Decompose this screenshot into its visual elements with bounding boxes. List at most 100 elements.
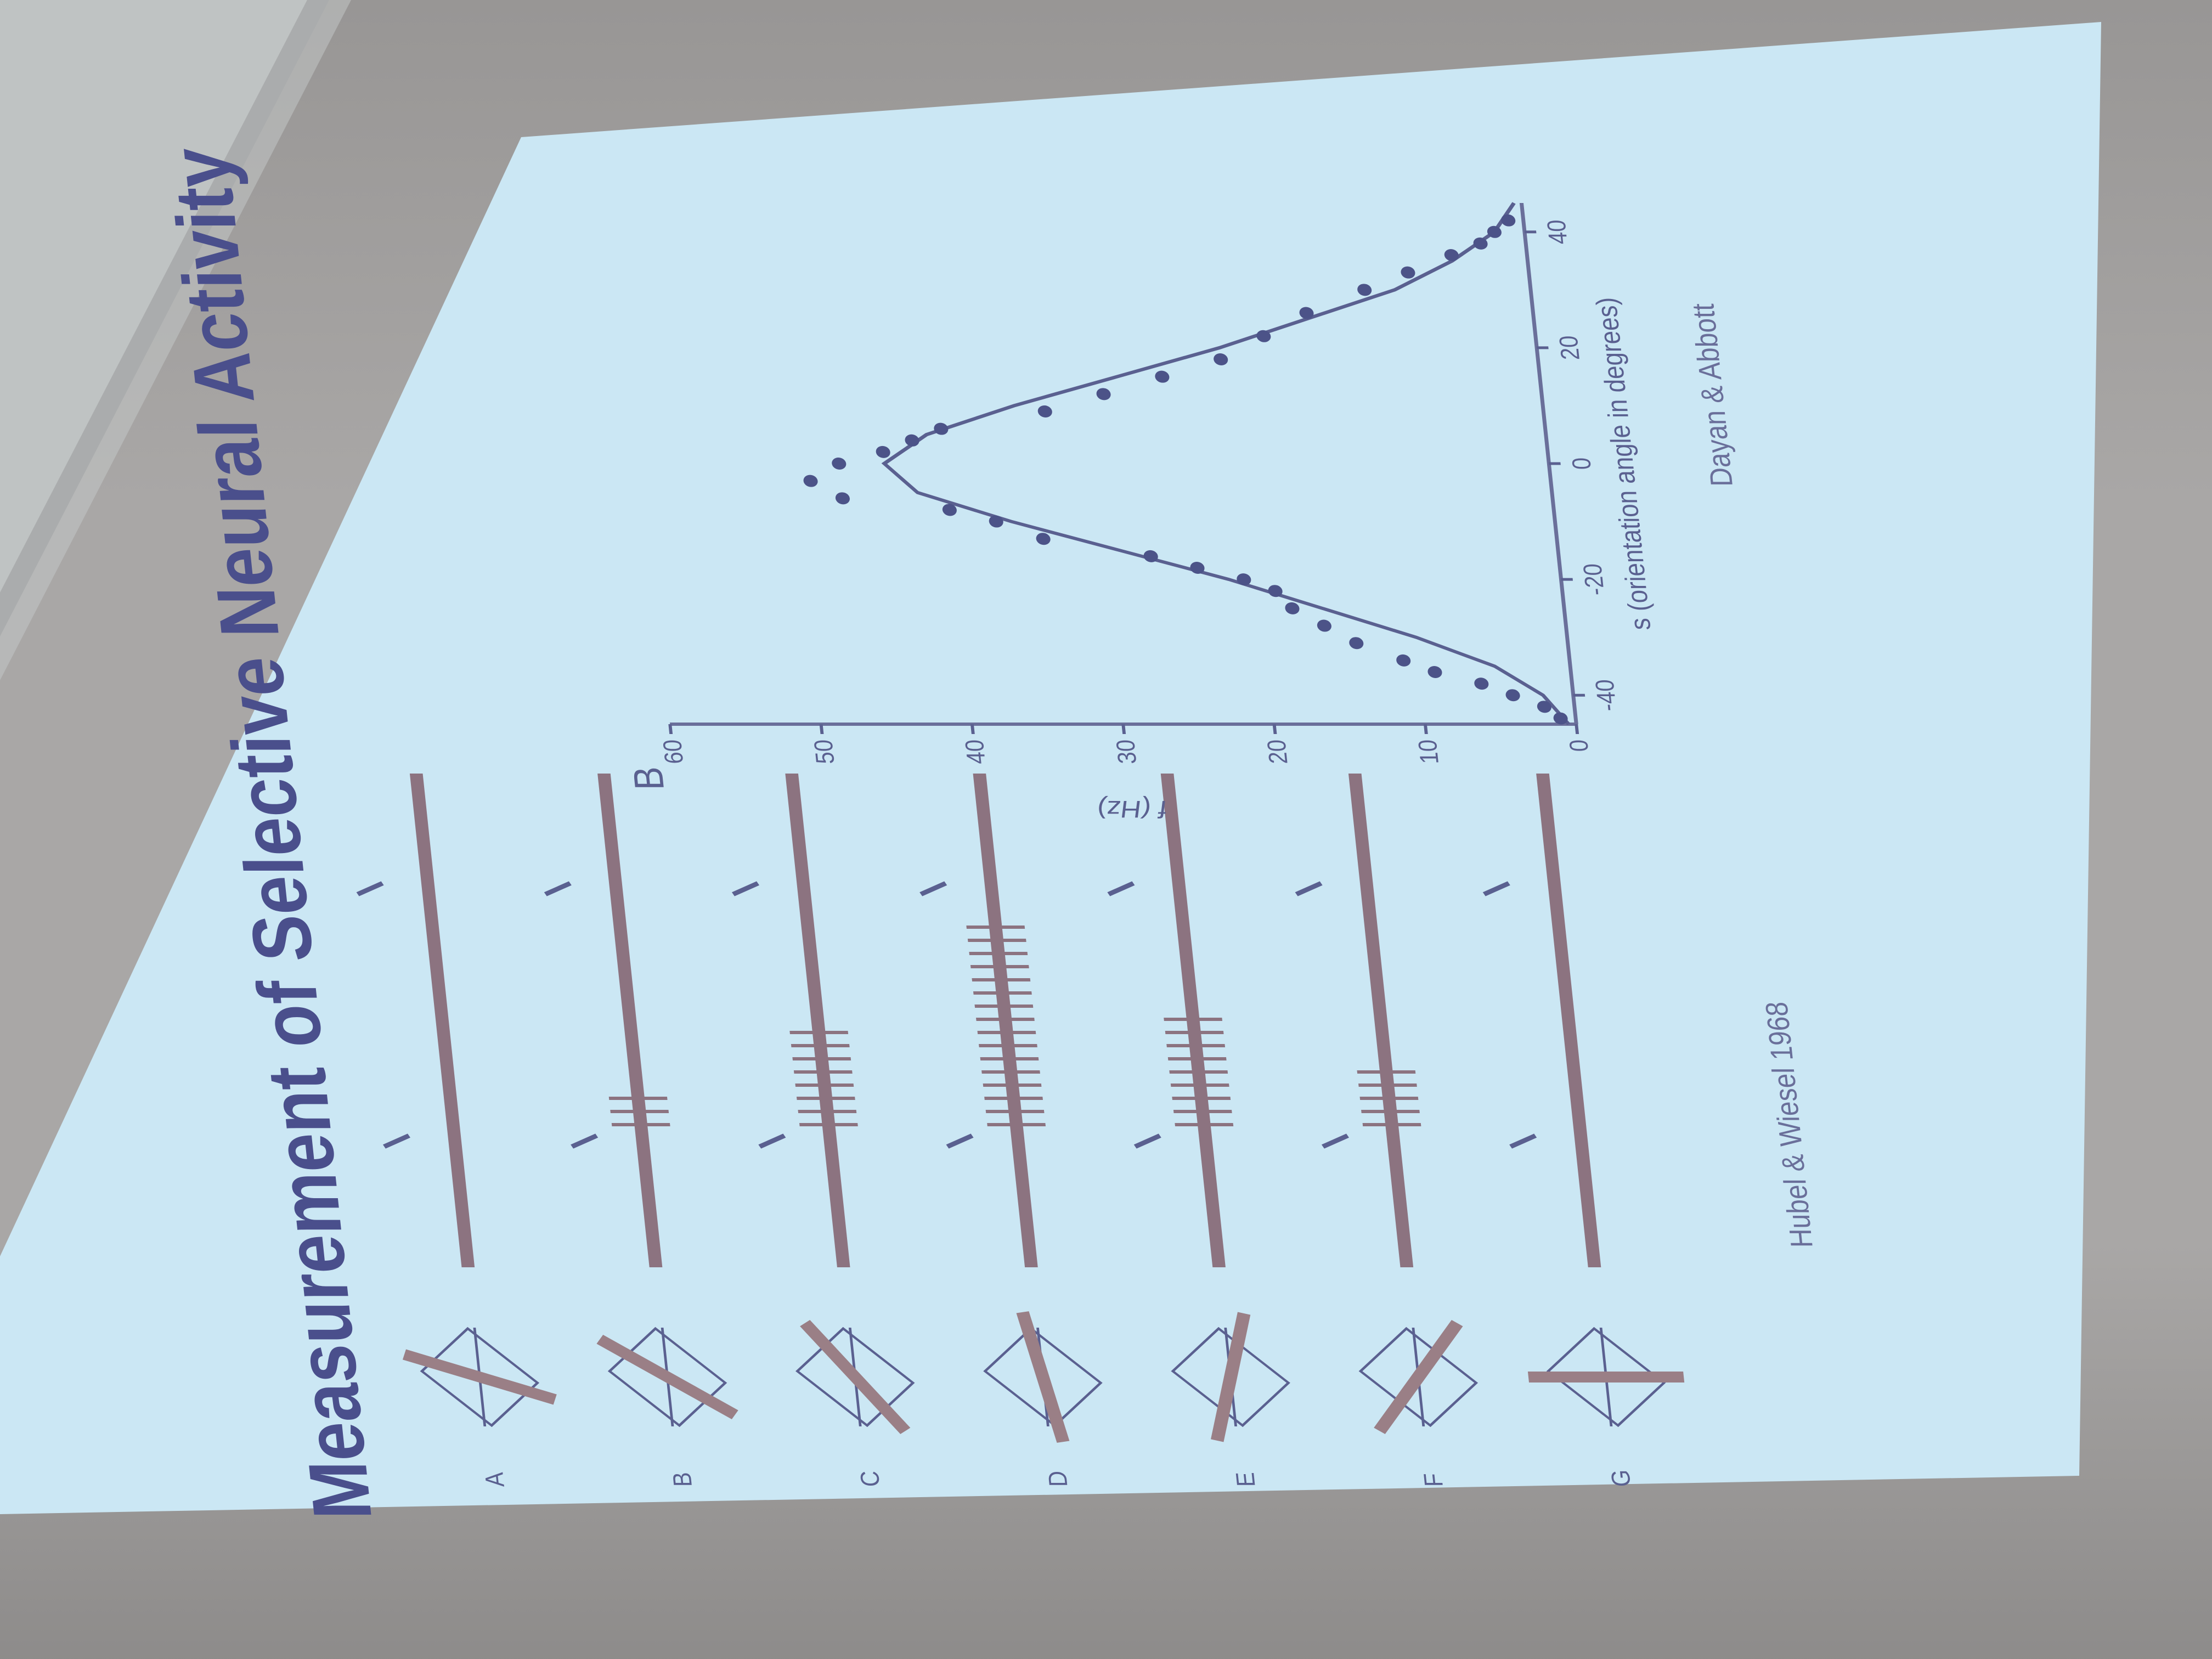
spike-train-baseline — [1536, 774, 1601, 1267]
stimulus-off-marker — [544, 881, 572, 896]
receptive-field-icon — [1358, 1319, 1479, 1435]
spike-train-baseline — [785, 774, 850, 1267]
stimulus-off-marker — [1107, 881, 1135, 896]
stimulus-on-marker — [1133, 1133, 1161, 1149]
data-points — [803, 214, 1568, 725]
data-point — [1036, 533, 1051, 545]
data-point — [803, 475, 818, 487]
stimulus-on-marker — [571, 1133, 599, 1149]
stimulus-off-marker — [1295, 881, 1323, 896]
row-label: G — [1606, 1470, 1637, 1487]
light-bar-stimulus — [402, 1349, 557, 1405]
slide-content: Measurement of Selective Neural Activity… — [117, 148, 1912, 1520]
data-point — [1285, 602, 1300, 614]
y-tick — [668, 724, 673, 734]
receptive-field-icon — [1527, 1327, 1685, 1427]
row-label: D — [1043, 1471, 1074, 1487]
y-tick-label: 50 — [809, 740, 840, 764]
y-tick — [1575, 724, 1579, 734]
stimulus-off-marker — [731, 881, 760, 896]
stimulus-row: A — [356, 774, 557, 1487]
data-point — [1427, 666, 1442, 678]
x-tick-label: 20 — [1554, 336, 1585, 360]
data-point — [1349, 637, 1364, 650]
panel-b-label: B — [624, 766, 673, 790]
data-point — [1317, 619, 1331, 632]
data-point — [832, 458, 847, 470]
data-point — [1096, 388, 1111, 400]
data-point — [1474, 678, 1489, 690]
field-outline — [983, 1327, 1103, 1427]
spike-train-baseline — [409, 774, 475, 1267]
data-point — [934, 422, 949, 435]
receptive-field-icon — [795, 1319, 915, 1435]
row-label: E — [1231, 1472, 1261, 1487]
x-tick-label: 40 — [1542, 220, 1573, 244]
data-point — [1537, 701, 1551, 713]
stimulus-row: F — [1295, 774, 1479, 1487]
light-bar-stimulus — [1211, 1312, 1251, 1442]
field-outline — [420, 1327, 540, 1427]
receptive-field-icon — [983, 1311, 1103, 1443]
row-label: F — [1418, 1474, 1448, 1487]
x-tick-label: 0 — [1567, 458, 1597, 470]
data-point — [942, 504, 957, 516]
data-point — [989, 515, 1003, 528]
stimulus-row: G — [1482, 774, 1685, 1487]
y-tick — [1121, 724, 1126, 734]
x-ticks: -40 -20 0 20 40 — [1524, 220, 1622, 711]
y-ticks: 0 10 20 30 40 50 60 — [658, 724, 1594, 764]
stimulus-row: C — [731, 774, 915, 1487]
data-point — [1143, 550, 1158, 562]
stimulus-off-marker — [1482, 881, 1510, 896]
receptive-field-icon — [1171, 1312, 1290, 1442]
slide-canvas: Measurement of Selective Neural Activity… — [153, 149, 1820, 1520]
y-tick — [1272, 724, 1277, 734]
light-bar-stimulus — [1016, 1311, 1070, 1443]
spike-train-baseline — [1348, 774, 1414, 1267]
y-tick-label: 10 — [1413, 740, 1444, 764]
data-point — [1473, 237, 1488, 250]
receptive-field-icon — [402, 1327, 557, 1427]
x-tick-label: -40 — [1590, 679, 1622, 711]
data-point — [1037, 405, 1052, 417]
field-outline — [1546, 1327, 1666, 1427]
light-bar-stimulus — [800, 1319, 911, 1435]
stimulus-off-marker — [356, 881, 384, 896]
y-tick-label: 30 — [1111, 740, 1142, 764]
data-point — [1214, 353, 1228, 365]
y-tick — [819, 724, 824, 734]
data-point — [1487, 225, 1502, 238]
stimulus-on-marker — [1321, 1133, 1349, 1149]
data-point — [1396, 654, 1411, 667]
data-point — [1501, 214, 1516, 227]
stimulus-on-marker — [382, 1133, 410, 1149]
light-bar-stimulus — [1527, 1372, 1685, 1383]
data-point — [1401, 266, 1415, 279]
y-tick-label: 40 — [960, 740, 991, 764]
row-label: A — [479, 1472, 510, 1487]
field-outline — [1171, 1327, 1290, 1427]
light-bar-stimulus — [1374, 1319, 1463, 1435]
stimulus-row: B — [544, 774, 738, 1487]
data-point — [905, 434, 919, 447]
x-tick-label: -20 — [1578, 563, 1610, 595]
data-point — [1357, 284, 1372, 296]
y-tick — [1423, 724, 1428, 734]
data-point — [1299, 307, 1314, 319]
data-point — [1190, 562, 1205, 574]
y-tick-label: 0 — [1564, 740, 1594, 752]
y-tick — [970, 724, 975, 734]
field-outline — [795, 1327, 915, 1427]
y-tick-label: 60 — [658, 740, 689, 764]
y-axis-label: f (Hz) — [1096, 795, 1169, 822]
data-point — [1256, 330, 1271, 342]
data-point — [1505, 689, 1520, 702]
panel-a-stimuli-and-responses: A B C D E F G — [356, 774, 1685, 1487]
spike-train-baseline — [597, 774, 663, 1267]
field-outline — [607, 1327, 727, 1427]
stimulus-off-marker — [919, 881, 947, 896]
